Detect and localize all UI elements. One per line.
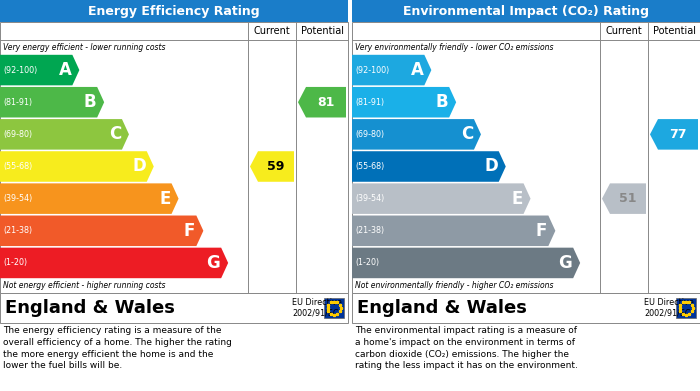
Text: Current: Current	[606, 26, 643, 36]
Polygon shape	[602, 183, 646, 214]
Text: Energy Efficiency Rating: Energy Efficiency Rating	[88, 5, 260, 18]
Text: D: D	[132, 158, 146, 176]
Polygon shape	[0, 119, 129, 150]
Polygon shape	[0, 55, 79, 85]
Text: The environmental impact rating is a measure of
a home's impact on the environme: The environmental impact rating is a mea…	[355, 326, 578, 370]
Polygon shape	[352, 119, 481, 150]
Text: A: A	[410, 61, 424, 79]
Text: England & Wales: England & Wales	[5, 299, 175, 317]
Text: F: F	[184, 222, 195, 240]
Polygon shape	[250, 151, 294, 182]
Bar	[352, 0, 700, 22]
Bar	[676, 298, 696, 318]
Polygon shape	[0, 151, 154, 182]
Text: Very environmentally friendly - lower CO₂ emissions: Very environmentally friendly - lower CO…	[355, 43, 554, 52]
Polygon shape	[352, 151, 506, 182]
Text: Very energy efficient - lower running costs: Very energy efficient - lower running co…	[3, 43, 165, 52]
Text: (21-38): (21-38)	[355, 226, 384, 235]
Text: Not energy efficient - higher running costs: Not energy efficient - higher running co…	[3, 282, 165, 291]
Text: EU Directive
2002/91/EC: EU Directive 2002/91/EC	[292, 298, 342, 318]
Text: C: C	[108, 126, 121, 143]
Text: C: C	[461, 126, 473, 143]
Text: (92-100): (92-100)	[3, 66, 37, 75]
Text: 77: 77	[669, 128, 687, 141]
Text: (69-80): (69-80)	[3, 130, 32, 139]
Text: Not environmentally friendly - higher CO₂ emissions: Not environmentally friendly - higher CO…	[355, 282, 554, 291]
Polygon shape	[0, 87, 104, 117]
Text: 81: 81	[317, 96, 335, 109]
Polygon shape	[650, 119, 698, 150]
Text: England & Wales: England & Wales	[357, 299, 527, 317]
Text: (1-20): (1-20)	[355, 258, 379, 267]
Text: The energy efficiency rating is a measure of the
overall efficiency of a home. T: The energy efficiency rating is a measur…	[3, 326, 232, 370]
Text: Current: Current	[253, 26, 290, 36]
Polygon shape	[0, 215, 204, 246]
Polygon shape	[352, 215, 555, 246]
Text: G: G	[206, 254, 220, 272]
Text: A: A	[59, 61, 71, 79]
Text: B: B	[83, 93, 96, 111]
Text: Potential: Potential	[300, 26, 344, 36]
Polygon shape	[0, 248, 228, 278]
Text: G: G	[559, 254, 572, 272]
Text: E: E	[159, 190, 171, 208]
Text: (81-91): (81-91)	[3, 98, 32, 107]
Text: (21-38): (21-38)	[3, 226, 32, 235]
Text: (1-20): (1-20)	[3, 258, 27, 267]
Polygon shape	[352, 183, 531, 214]
Text: B: B	[435, 93, 448, 111]
Polygon shape	[0, 183, 178, 214]
Bar	[0, 22, 348, 293]
Text: (39-54): (39-54)	[3, 194, 32, 203]
Bar	[0, 293, 348, 323]
Text: F: F	[536, 222, 547, 240]
Bar	[352, 22, 700, 293]
Text: (81-91): (81-91)	[355, 98, 384, 107]
Polygon shape	[352, 248, 580, 278]
Text: 59: 59	[267, 160, 285, 173]
Text: Potential: Potential	[652, 26, 696, 36]
Text: (39-54): (39-54)	[355, 194, 384, 203]
Text: 51: 51	[620, 192, 637, 205]
Text: Environmental Impact (CO₂) Rating: Environmental Impact (CO₂) Rating	[403, 5, 649, 18]
Polygon shape	[298, 87, 346, 117]
Text: E: E	[511, 190, 523, 208]
Bar	[324, 298, 344, 318]
Bar	[0, 0, 348, 22]
Text: D: D	[484, 158, 498, 176]
Text: (55-68): (55-68)	[355, 162, 384, 171]
Text: EU Directive
2002/91/EC: EU Directive 2002/91/EC	[644, 298, 694, 318]
Bar	[352, 293, 700, 323]
Polygon shape	[352, 87, 456, 117]
Text: (92-100): (92-100)	[355, 66, 389, 75]
Text: (55-68): (55-68)	[3, 162, 32, 171]
Text: (69-80): (69-80)	[355, 130, 384, 139]
Polygon shape	[352, 55, 431, 85]
